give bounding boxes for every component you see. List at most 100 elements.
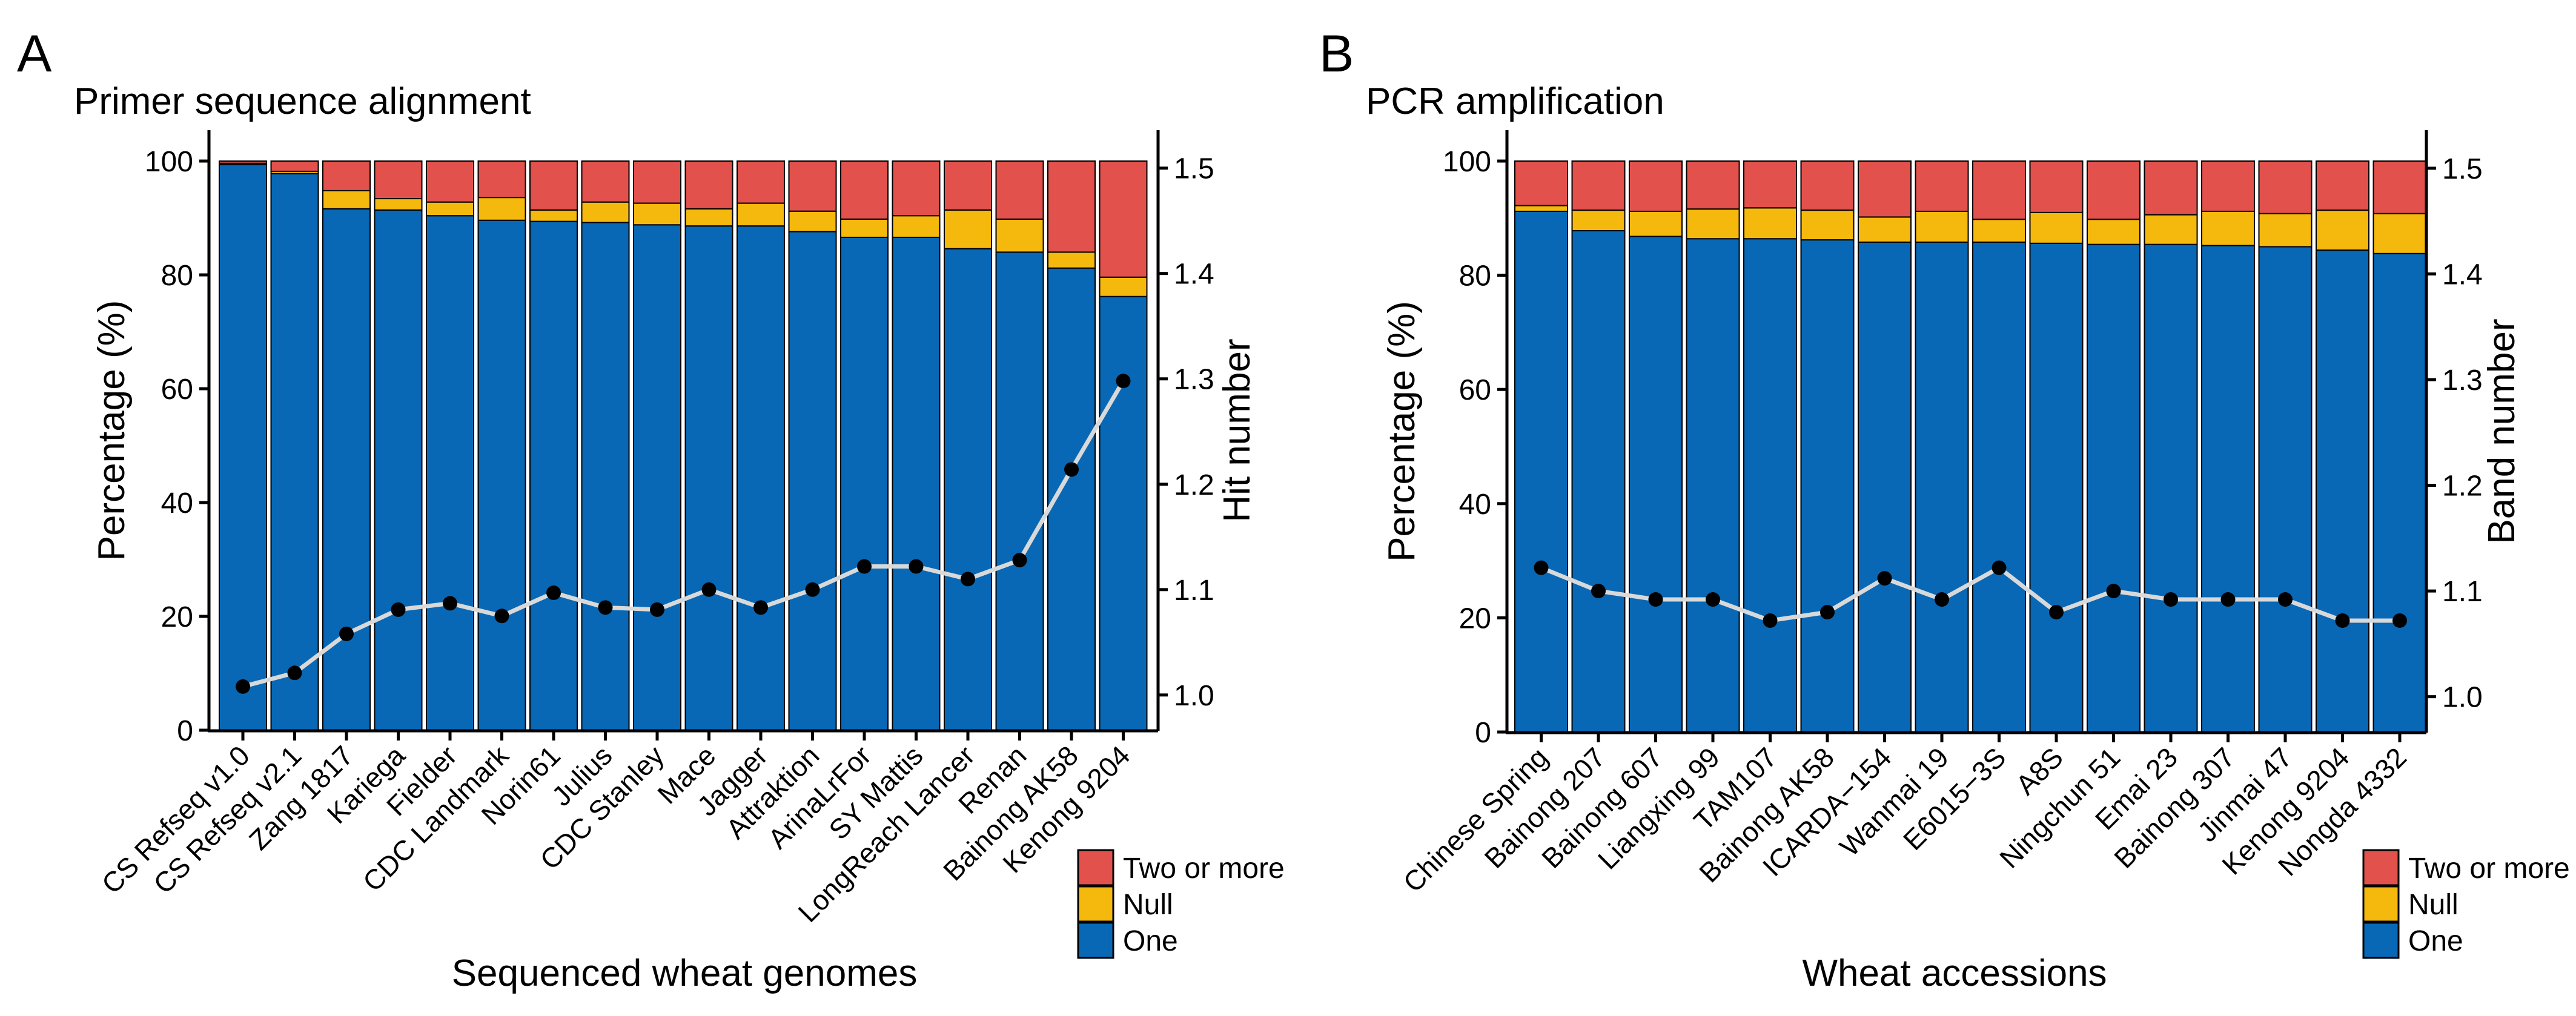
- point-jagger: [753, 600, 768, 615]
- y2-tick-label: 1.1: [2442, 576, 2483, 608]
- legend: Two or more Null One: [1077, 849, 1285, 959]
- y-tick-label: 60: [161, 374, 193, 406]
- bar-sy-mattis: [892, 160, 941, 731]
- bar-segment-one-cdc-landmark: [477, 219, 526, 731]
- y-tick-label: 60: [1459, 374, 1491, 406]
- bar-liangxing-99: [1686, 160, 1740, 733]
- legend-label-null: Null: [1123, 889, 1173, 921]
- bar-segment-one-bainong-207: [1571, 230, 1626, 733]
- point-liangxing-99: [1706, 592, 1720, 607]
- bar-renan: [995, 160, 1044, 731]
- bar-segment-two-or-more-bainong-207: [1571, 160, 1626, 211]
- y2-tick-label: 1.2: [1174, 469, 1214, 501]
- legend-label-one: One: [1123, 925, 1178, 957]
- bar-segment-two-or-more-a8s: [2029, 160, 2084, 213]
- point-cdc-landmark: [494, 609, 509, 624]
- bar-segment-two-or-more-bainong-307: [2201, 160, 2255, 212]
- bar-segment-one-sy-mattis: [892, 236, 941, 731]
- bar-segment-null-chinese-spring: [1514, 205, 1568, 212]
- bar-jinmai-47: [2258, 160, 2313, 733]
- bar-segment-null-emai-23: [2144, 214, 2198, 245]
- bar-chinese-spring: [1514, 160, 1568, 733]
- bar-segment-one-cs-refseq-v2-1: [270, 173, 319, 731]
- legend-swatch-one: [2362, 922, 2400, 959]
- bar-segment-one-cdc-stanley: [633, 224, 681, 731]
- bar-segment-one-renan: [995, 251, 1044, 731]
- point-arinalrfor: [857, 559, 872, 574]
- bar-segment-null-bainong-ak58: [1800, 209, 1855, 241]
- bar-norin61: [529, 160, 578, 731]
- bar-segment-one-ningchun-51: [2087, 243, 2141, 733]
- bar-mace: [684, 160, 733, 731]
- bar-segment-two-or-more-longreach-lancer: [944, 160, 992, 211]
- bar-segment-two-or-more-cdc-landmark: [477, 160, 526, 199]
- bar-segment-two-or-more-icarda-154: [1858, 160, 1912, 218]
- point-a8s: [2049, 605, 2064, 619]
- panel-a: A Primer sequence alignment 0 20 40 60 80 100 1.…: [17, 25, 1285, 994]
- bar-segment-null-kenong-9204: [1099, 276, 1148, 297]
- bar-segment-one-kenong-9204: [2316, 249, 2369, 733]
- bar-segment-one-liangxing-99: [1686, 238, 1740, 733]
- bar-segment-null-wanmai-19: [1915, 210, 1969, 243]
- bar-bainong-307: [2201, 160, 2255, 733]
- bar-segment-null-bainong-307: [2201, 210, 2255, 246]
- legend: Two or more Null One: [2362, 849, 2570, 959]
- bar-longreach-lancer: [944, 160, 992, 731]
- y2-tick-label: 1.4: [1174, 259, 1214, 291]
- point-attraktion: [805, 582, 820, 597]
- bar-segment-one-chinese-spring: [1514, 210, 1568, 733]
- bar-kariega: [374, 160, 423, 731]
- bar-segment-one-wanmai-19: [1915, 241, 1969, 733]
- bar-segment-two-or-more-chinese-spring: [1514, 160, 1568, 206]
- point-wanmai-19: [1935, 592, 1949, 607]
- bar-segment-null-e6015-3s: [1972, 219, 2026, 243]
- point-bainong-607: [1648, 592, 1663, 607]
- y2-axis-label: Hit number: [1216, 338, 1258, 522]
- bar-a8s: [2029, 160, 2084, 733]
- bar-segment-two-or-more-arinalrfor: [840, 160, 889, 220]
- point-bainong-207: [1591, 584, 1606, 599]
- y-tick-label: 100: [1443, 146, 1491, 178]
- y-tick-label: 20: [1459, 602, 1491, 635]
- bar-ningchun-51: [2087, 160, 2141, 733]
- bar-segment-one-kariega: [374, 209, 423, 731]
- point-e6015-3s: [1992, 560, 2007, 575]
- y2-tick-label: 1.0: [1174, 680, 1214, 712]
- bar-bainong-ak58: [1047, 160, 1096, 731]
- legend-label-two-or-more: Two or more: [1123, 853, 1285, 885]
- bar-segment-two-or-more-bainong-607: [1629, 160, 1683, 212]
- bar-segment-one-jagger: [737, 225, 785, 731]
- point-nongda-4332: [2392, 613, 2407, 628]
- bar-segment-two-or-more-wanmai-19: [1915, 160, 1969, 212]
- bar-cs-refseq-v2-1: [270, 160, 319, 731]
- bar-segment-two-or-more-kenong-9204: [1099, 160, 1148, 278]
- bar-bainong-207: [1571, 160, 1626, 733]
- bar-segment-null-jinmai-47: [2258, 213, 2313, 248]
- bar-segment-two-or-more-bainong-ak58: [1047, 160, 1096, 253]
- bar-segment-one-longreach-lancer: [944, 248, 992, 731]
- legend-label-two-or-more: Two or more: [2408, 853, 2570, 885]
- chart-title: PCR amplification: [1366, 81, 1664, 122]
- bar-segment-one-attraktion: [788, 231, 837, 731]
- bar-segment-two-or-more-mace: [684, 160, 733, 209]
- bar-icarda-154: [1858, 160, 1912, 733]
- bar-segment-null-a8s: [2029, 211, 2084, 244]
- bar-emai-23: [2144, 160, 2198, 733]
- y2-tick-label: 1.2: [2442, 470, 2483, 503]
- bar-segment-null-nongda-4332: [2372, 213, 2427, 254]
- y-tick-label: 40: [161, 487, 193, 520]
- bar-segment-two-or-more-emai-23: [2144, 160, 2198, 216]
- x-axis-label: Wheat accessions: [1802, 952, 2107, 994]
- y-tick-label: 0: [177, 715, 193, 747]
- bar-jagger: [737, 160, 785, 731]
- bar-wanmai-19: [1915, 160, 1969, 733]
- panel-b: B PCR amplification 0 20 40 60 80 100 1.0 1.1 1.2 1…: [1319, 25, 2570, 994]
- bar-segment-two-or-more-zang-1817: [322, 160, 371, 191]
- bar-segment-null-bainong-ak58: [1047, 251, 1096, 269]
- legend-swatch-null: [1077, 885, 1114, 923]
- bar-segment-two-or-more-cs-refseq-v2-1: [270, 160, 319, 172]
- bar-segment-null-mace: [684, 208, 733, 227]
- bar-segment-null-bainong-607: [1629, 210, 1683, 237]
- bar-segment-one-cs-refseq-v1-0: [219, 163, 267, 731]
- point-chinese-spring: [1534, 560, 1549, 575]
